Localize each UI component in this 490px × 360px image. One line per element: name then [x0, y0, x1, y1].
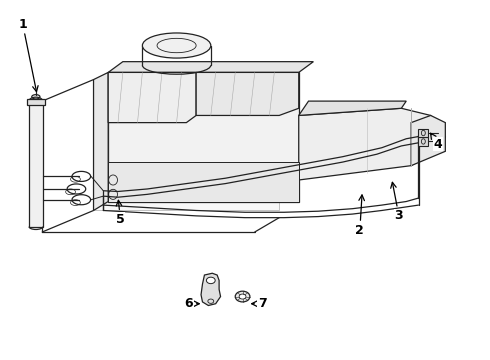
- Polygon shape: [108, 62, 314, 72]
- Circle shape: [239, 294, 246, 299]
- Text: 6: 6: [185, 297, 199, 310]
- Polygon shape: [196, 72, 299, 116]
- Polygon shape: [299, 108, 445, 180]
- Circle shape: [206, 277, 215, 284]
- Polygon shape: [94, 72, 108, 211]
- Polygon shape: [26, 99, 45, 105]
- Polygon shape: [123, 80, 289, 87]
- Circle shape: [235, 291, 250, 302]
- Text: 2: 2: [355, 195, 365, 237]
- Polygon shape: [29, 101, 43, 226]
- Polygon shape: [418, 129, 428, 137]
- Polygon shape: [418, 137, 428, 146]
- Text: 1: 1: [18, 18, 38, 92]
- Text: 7: 7: [252, 297, 267, 310]
- Text: 4: 4: [431, 133, 442, 150]
- Polygon shape: [108, 72, 196, 123]
- Polygon shape: [299, 101, 406, 116]
- Text: 5: 5: [116, 200, 125, 226]
- Polygon shape: [94, 80, 279, 211]
- Polygon shape: [108, 162, 299, 202]
- Polygon shape: [411, 116, 445, 166]
- Ellipse shape: [143, 33, 211, 58]
- Polygon shape: [108, 72, 299, 202]
- Polygon shape: [201, 273, 220, 306]
- Text: 3: 3: [391, 182, 403, 222]
